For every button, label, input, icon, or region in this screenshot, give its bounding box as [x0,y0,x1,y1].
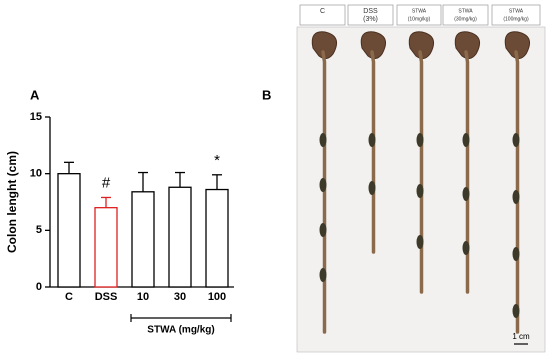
panel-label: A [30,87,40,102]
fecal-pellet [319,223,327,237]
fecal-pellet [462,187,470,201]
header-label: (30mg/kg) [454,16,477,22]
fecal-pellet [416,184,424,198]
scale-label: 1 cm [512,332,530,341]
header-label: STWA [509,8,524,14]
fecal-pellet [368,133,376,147]
header-label: STWA [412,8,427,14]
group-label: STWA (mg/kg) [147,325,214,336]
colon-body [370,50,376,254]
x-tick-label: C [65,291,73,303]
colon-body [321,50,327,334]
fecal-pellet [512,190,520,204]
panel-label: B [262,87,271,102]
fecal-pellet [319,133,327,147]
fecal-pellet [512,133,520,147]
header-label: STWA [458,8,473,14]
fecal-pellet [368,181,376,195]
header-label: DSS [363,8,378,15]
header-label: (10mg/kg) [408,16,431,22]
header-label: C [320,8,325,15]
fecal-pellet [319,178,327,192]
annotation: # [102,174,111,191]
header-box [491,4,541,26]
header-label: (3%) [363,16,378,23]
x-tick-label: 100 [208,291,226,303]
y-tick-label: 0 [36,281,42,293]
fecal-pellet [512,304,520,318]
bar [94,207,118,288]
header-box [396,4,442,26]
colon-body [418,50,424,294]
fecal-pellet [416,235,424,249]
bar [57,173,81,288]
colon-body [464,50,470,294]
photo [311,31,531,334]
x-tick-label: 30 [174,291,186,303]
fecal-pellet [319,268,327,282]
bar [205,188,229,288]
y-tick-label: 10 [30,168,42,180]
fecal-pellet [462,133,470,147]
y-axis-label: Colon lenght (cm) [5,151,19,253]
x-tick-label: 10 [137,291,149,303]
y-tick-label: 5 [36,224,42,236]
fecal-pellet [462,241,470,255]
header-label: (100mg/kg) [503,16,529,22]
x-tick-label: DSS [95,291,118,303]
header-box [299,4,346,26]
header-box [442,4,489,26]
fecal-pellet [512,247,520,261]
annotation: * [214,152,220,169]
header-box [347,4,394,26]
bar [168,186,192,288]
bar [131,191,155,288]
fecal-pellet [416,133,424,147]
y-tick-label: 15 [30,111,42,123]
